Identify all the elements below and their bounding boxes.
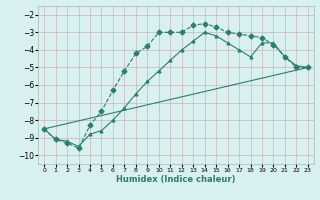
X-axis label: Humidex (Indice chaleur): Humidex (Indice chaleur): [116, 175, 236, 184]
